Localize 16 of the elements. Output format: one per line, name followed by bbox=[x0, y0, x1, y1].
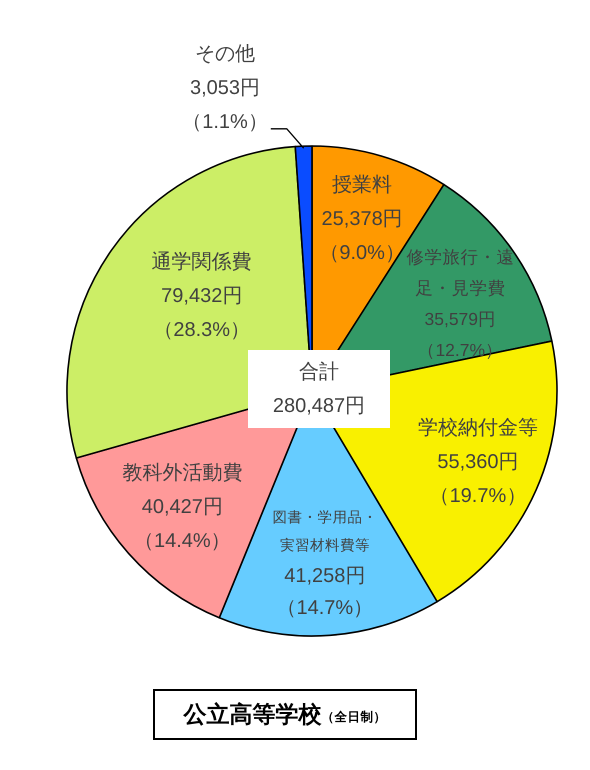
text: 公立高等学校 bbox=[184, 700, 322, 729]
data-label: 3,053円（1.1%） bbox=[182, 76, 268, 135]
data-label: 79,432円（28.3%） bbox=[153, 284, 250, 344]
data-label: 25,378円（9.0%） bbox=[319, 207, 405, 266]
text: （全日制） bbox=[322, 708, 386, 726]
slice-label: 通学関係費 bbox=[152, 250, 252, 276]
slice-label: 図書・学用品・実習材料費等 bbox=[272, 509, 378, 556]
data-label: 41,258円（14.7%） bbox=[276, 564, 374, 622]
slice-label: 修学旅行・遠足・見学費 bbox=[405, 246, 516, 300]
slice-label: その他 bbox=[194, 42, 256, 67]
slice-label: 学校納付金等 bbox=[418, 416, 538, 442]
slice-label: 授業料 bbox=[331, 173, 394, 198]
text: 合計 280,487円 bbox=[272, 360, 366, 419]
data-label: 55,360円（19.7%） bbox=[430, 450, 526, 510]
data-label: 40,427円（14.4%） bbox=[134, 494, 231, 554]
slice-label: 教科外活動費 bbox=[122, 460, 242, 486]
